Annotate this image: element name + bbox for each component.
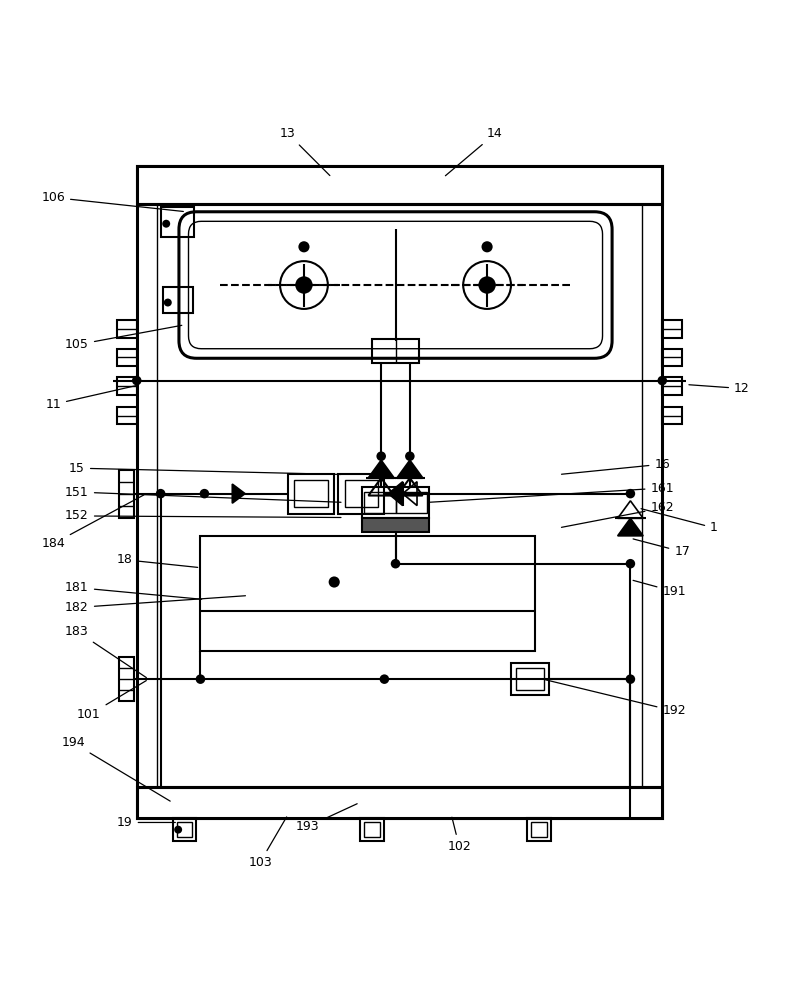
Bar (372, 339, 419, 363)
Circle shape (162, 220, 170, 228)
Text: 15: 15 (69, 462, 341, 475)
Text: 183: 183 (66, 625, 146, 678)
Bar (362, 487, 429, 518)
Bar (173, 818, 197, 841)
Bar (527, 818, 551, 841)
Text: 106: 106 (42, 191, 183, 211)
Text: 16: 16 (562, 458, 670, 474)
Bar (163, 287, 193, 313)
Circle shape (482, 241, 493, 252)
Text: 11: 11 (46, 385, 138, 411)
Polygon shape (368, 461, 394, 478)
Text: 152: 152 (66, 509, 341, 522)
Bar (338, 474, 384, 514)
Bar (117, 320, 137, 338)
Bar (364, 492, 396, 513)
Text: 105: 105 (65, 325, 182, 351)
Circle shape (132, 376, 141, 385)
Text: 194: 194 (62, 736, 170, 801)
Text: 101: 101 (77, 681, 146, 721)
Bar (288, 474, 334, 514)
Circle shape (296, 277, 312, 293)
Bar (157, 185, 642, 799)
Text: 193: 193 (296, 804, 357, 833)
Circle shape (391, 559, 400, 568)
Text: 151: 151 (66, 486, 341, 502)
Bar (360, 818, 384, 841)
Text: 192: 192 (546, 680, 686, 717)
Circle shape (164, 299, 172, 307)
Circle shape (376, 451, 386, 461)
Bar (362, 518, 429, 532)
Bar (531, 822, 547, 837)
Bar (662, 320, 682, 338)
Bar (137, 166, 662, 204)
Circle shape (626, 559, 635, 568)
Circle shape (626, 489, 635, 498)
Circle shape (328, 576, 340, 588)
Bar (117, 407, 137, 424)
Text: 162: 162 (562, 501, 674, 527)
Circle shape (479, 277, 495, 293)
Circle shape (658, 376, 667, 385)
Text: 182: 182 (66, 596, 245, 614)
Bar (344, 480, 378, 507)
Bar (396, 492, 427, 513)
Text: 14: 14 (445, 127, 503, 176)
Circle shape (626, 674, 635, 684)
Polygon shape (388, 482, 403, 506)
Text: 161: 161 (430, 482, 674, 502)
Text: 18: 18 (117, 553, 197, 567)
Circle shape (298, 241, 309, 252)
Text: 13: 13 (280, 127, 330, 176)
Polygon shape (618, 518, 643, 536)
Circle shape (174, 826, 182, 834)
Circle shape (200, 489, 209, 498)
Polygon shape (397, 461, 423, 478)
Bar (137, 166, 662, 818)
Text: 103: 103 (248, 817, 287, 869)
Text: 184: 184 (42, 495, 144, 550)
Text: 17: 17 (633, 539, 690, 558)
Bar (201, 536, 535, 651)
Bar (117, 349, 137, 366)
Text: 181: 181 (66, 581, 201, 599)
Circle shape (405, 451, 415, 461)
Text: 191: 191 (633, 580, 686, 598)
Bar (364, 822, 380, 837)
Text: 102: 102 (447, 817, 471, 853)
Bar (662, 377, 682, 395)
Bar (294, 480, 328, 507)
Bar (119, 657, 133, 701)
Bar (662, 407, 682, 424)
Bar (177, 822, 193, 837)
Bar (662, 349, 682, 366)
Bar (511, 663, 549, 695)
Circle shape (380, 674, 389, 684)
Text: 12: 12 (689, 382, 749, 395)
Text: 19: 19 (117, 816, 175, 829)
Circle shape (156, 489, 165, 498)
Bar (515, 668, 544, 690)
Bar (117, 377, 137, 395)
Polygon shape (233, 484, 245, 503)
FancyBboxPatch shape (179, 212, 612, 358)
Bar (119, 470, 133, 518)
Bar (137, 787, 662, 818)
Bar (161, 207, 194, 237)
Text: 1: 1 (641, 509, 718, 534)
Circle shape (196, 674, 205, 684)
